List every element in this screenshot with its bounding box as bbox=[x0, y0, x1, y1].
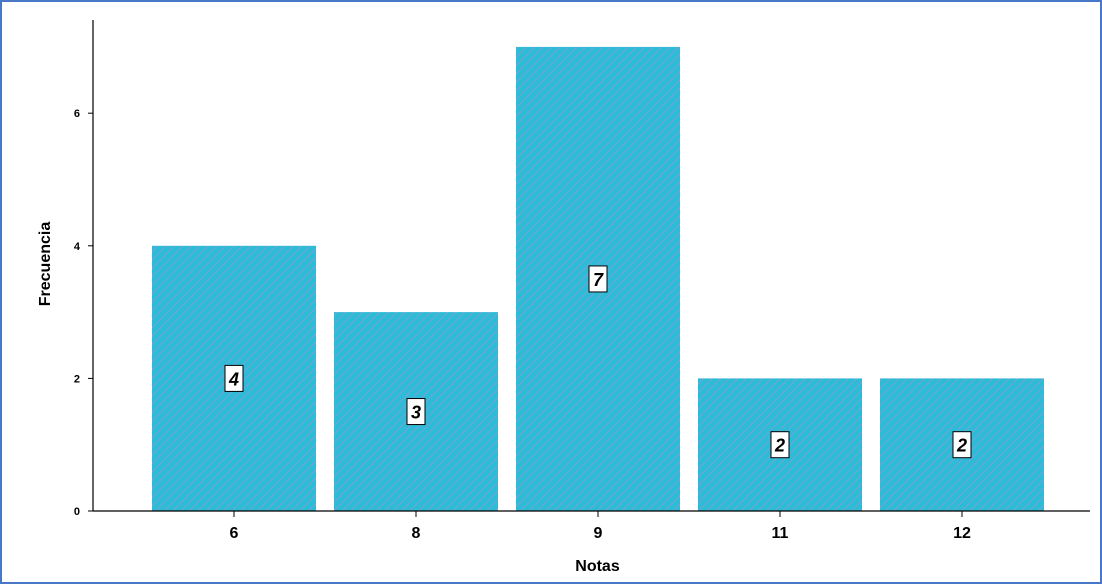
data-label-text: 3 bbox=[411, 403, 421, 423]
y-tick-label-2: 2 bbox=[74, 373, 80, 385]
x-tick-label-8: 8 bbox=[412, 525, 421, 542]
y-axis-title: Frecuencia bbox=[37, 222, 54, 307]
data-label-9: 7 bbox=[588, 265, 608, 293]
data-label-text: 7 bbox=[593, 270, 604, 290]
y-tick-label-6: 6 bbox=[74, 108, 80, 120]
data-label-text: 4 bbox=[228, 369, 239, 389]
data-label-text: 2 bbox=[956, 436, 967, 456]
data-label-8: 3 bbox=[406, 398, 426, 426]
y-tick-label-0: 0 bbox=[74, 506, 80, 518]
x-tick-label-6: 6 bbox=[230, 525, 239, 542]
x-tick-label-12: 12 bbox=[953, 525, 971, 542]
x-tick-label-9: 9 bbox=[594, 525, 603, 542]
x-ticks: 6 8 9 11 12 bbox=[230, 511, 971, 542]
data-label-11: 2 bbox=[770, 431, 790, 459]
data-label-12: 2 bbox=[952, 431, 972, 459]
data-label-text: 2 bbox=[774, 436, 785, 456]
y-tick-label-4: 4 bbox=[74, 241, 81, 253]
x-tick-label-11: 11 bbox=[772, 525, 789, 542]
data-labels: 4 3 7 2 2 bbox=[224, 265, 972, 459]
data-label-6: 4 bbox=[224, 364, 244, 392]
x-axis-title: Notas bbox=[575, 558, 620, 575]
y-ticks: 0 2 4 6 bbox=[74, 108, 93, 518]
